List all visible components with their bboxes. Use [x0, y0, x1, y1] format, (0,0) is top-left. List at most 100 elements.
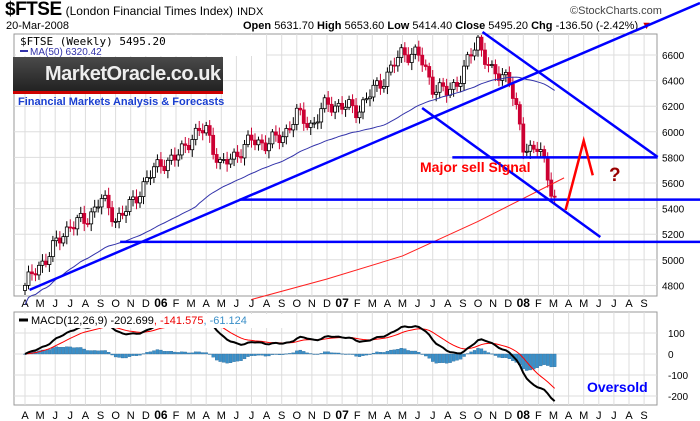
macd-histogram-bar	[148, 351, 153, 355]
month-label: S	[97, 298, 104, 310]
chg-value: -136.50 (-2.42%)	[555, 20, 639, 32]
macd-histogram-bar	[465, 353, 470, 355]
candle-body	[486, 64, 491, 66]
candle-body	[444, 85, 449, 96]
macd-histogram-bar	[249, 353, 254, 356]
month-label: D	[142, 410, 150, 421]
candle-body	[336, 102, 341, 107]
candle-body	[343, 106, 348, 110]
candle-body	[319, 108, 324, 123]
month-label: F	[173, 410, 180, 421]
macd-legend-bg	[16, 314, 286, 328]
candle-body	[416, 46, 421, 56]
macd-histogram-bar	[263, 353, 268, 357]
candle-body	[552, 195, 557, 198]
macd-histogram-bar	[131, 353, 135, 356]
macd-histogram-bar	[410, 350, 414, 355]
macd-legend-label: MACD(12,26,9)	[31, 315, 107, 327]
price-tick-label: 5600	[662, 179, 685, 190]
candle-body	[197, 127, 202, 131]
month-label: N	[489, 298, 497, 310]
macd-histogram-bar	[546, 353, 550, 366]
candle-body	[514, 98, 519, 106]
macd-histogram-bar	[134, 353, 139, 356]
logo-text: MarketOracle.co.uk	[45, 63, 221, 85]
macd-histogram-bar	[389, 349, 393, 355]
month-label: J	[249, 410, 255, 421]
month-label: O	[111, 410, 120, 421]
copyright[interactable]: ©StockCharts.com	[570, 5, 662, 17]
macd-histogram-bar	[549, 353, 553, 368]
candle-body	[305, 123, 310, 128]
logo-tagline: Financial Markets Analysis & Forecasts	[18, 96, 225, 108]
candle-body	[382, 86, 386, 89]
macd-histogram-bar	[420, 353, 424, 355]
macd-histogram-bar	[462, 353, 466, 357]
candle-body	[30, 271, 34, 275]
macd-histogram-bar	[96, 350, 100, 355]
month-label: J	[234, 298, 240, 310]
candle-body	[434, 91, 439, 95]
month-label: N	[489, 410, 497, 421]
month-label: D	[323, 298, 331, 310]
candle-body	[531, 144, 536, 150]
macd-histogram-bar	[40, 349, 45, 355]
month-label: O	[293, 410, 302, 421]
macd-histogram-bar	[86, 350, 90, 355]
macd-histogram-bar	[100, 350, 104, 355]
candle-body	[23, 284, 27, 291]
macd-histogram-bar	[312, 353, 316, 355]
macd-histogram-bar	[110, 353, 114, 356]
candle-body	[455, 82, 459, 87]
month-label: A	[263, 410, 271, 421]
month-label: S	[97, 410, 104, 421]
candle-body	[127, 199, 132, 212]
candle-body	[179, 143, 184, 156]
candle-body	[333, 105, 338, 113]
macd-histogram-bar	[274, 353, 278, 355]
candle-body	[232, 151, 236, 160]
month-label: 07	[335, 296, 349, 310]
macd-histogram-bar	[82, 348, 86, 355]
candle-body	[57, 237, 62, 244]
month-label: A	[565, 410, 573, 421]
macd-histogram-bar	[329, 352, 334, 355]
month-label: J	[68, 410, 74, 421]
month-label: F	[354, 298, 361, 310]
month-label: A	[444, 298, 452, 310]
candle-body	[225, 159, 230, 165]
candle-body	[549, 179, 554, 197]
candle-body	[242, 144, 247, 159]
month-label: D	[323, 410, 331, 421]
candle-body	[138, 196, 142, 204]
candle-body	[141, 181, 146, 197]
macd-histogram-bar	[441, 353, 445, 363]
candle-body	[493, 64, 498, 75]
candle-body	[134, 196, 139, 204]
macd-histogram-bar	[152, 350, 156, 355]
month-label: S	[459, 298, 466, 310]
candle-body	[287, 128, 292, 131]
macd-histogram-bar	[65, 346, 69, 355]
candle-body	[183, 143, 188, 146]
month-label: J	[234, 410, 240, 421]
candle-body	[524, 150, 529, 153]
macd-histogram-bar	[455, 353, 459, 361]
macd-histogram-bar	[364, 353, 369, 356]
macd-histogram-bar	[124, 353, 128, 359]
open-value: 5631.70	[274, 20, 314, 32]
candle-body	[458, 83, 463, 87]
quote-date: 20-Mar-2008	[6, 20, 69, 32]
macd-histogram-bar	[469, 351, 473, 355]
candle-body	[96, 206, 101, 209]
candle-body	[528, 144, 533, 152]
candle-body	[249, 134, 254, 141]
candle-body	[270, 131, 275, 145]
candle-body	[375, 80, 379, 86]
macd-tick-label: -100	[668, 371, 688, 382]
candle-body	[214, 154, 219, 163]
candle-body	[204, 125, 209, 134]
candle-body	[517, 104, 522, 125]
ohlc-summary: Open 5631.70 High 5653.60 Low 5414.40 Cl…	[243, 20, 652, 33]
macd-histogram-bar	[309, 353, 313, 355]
